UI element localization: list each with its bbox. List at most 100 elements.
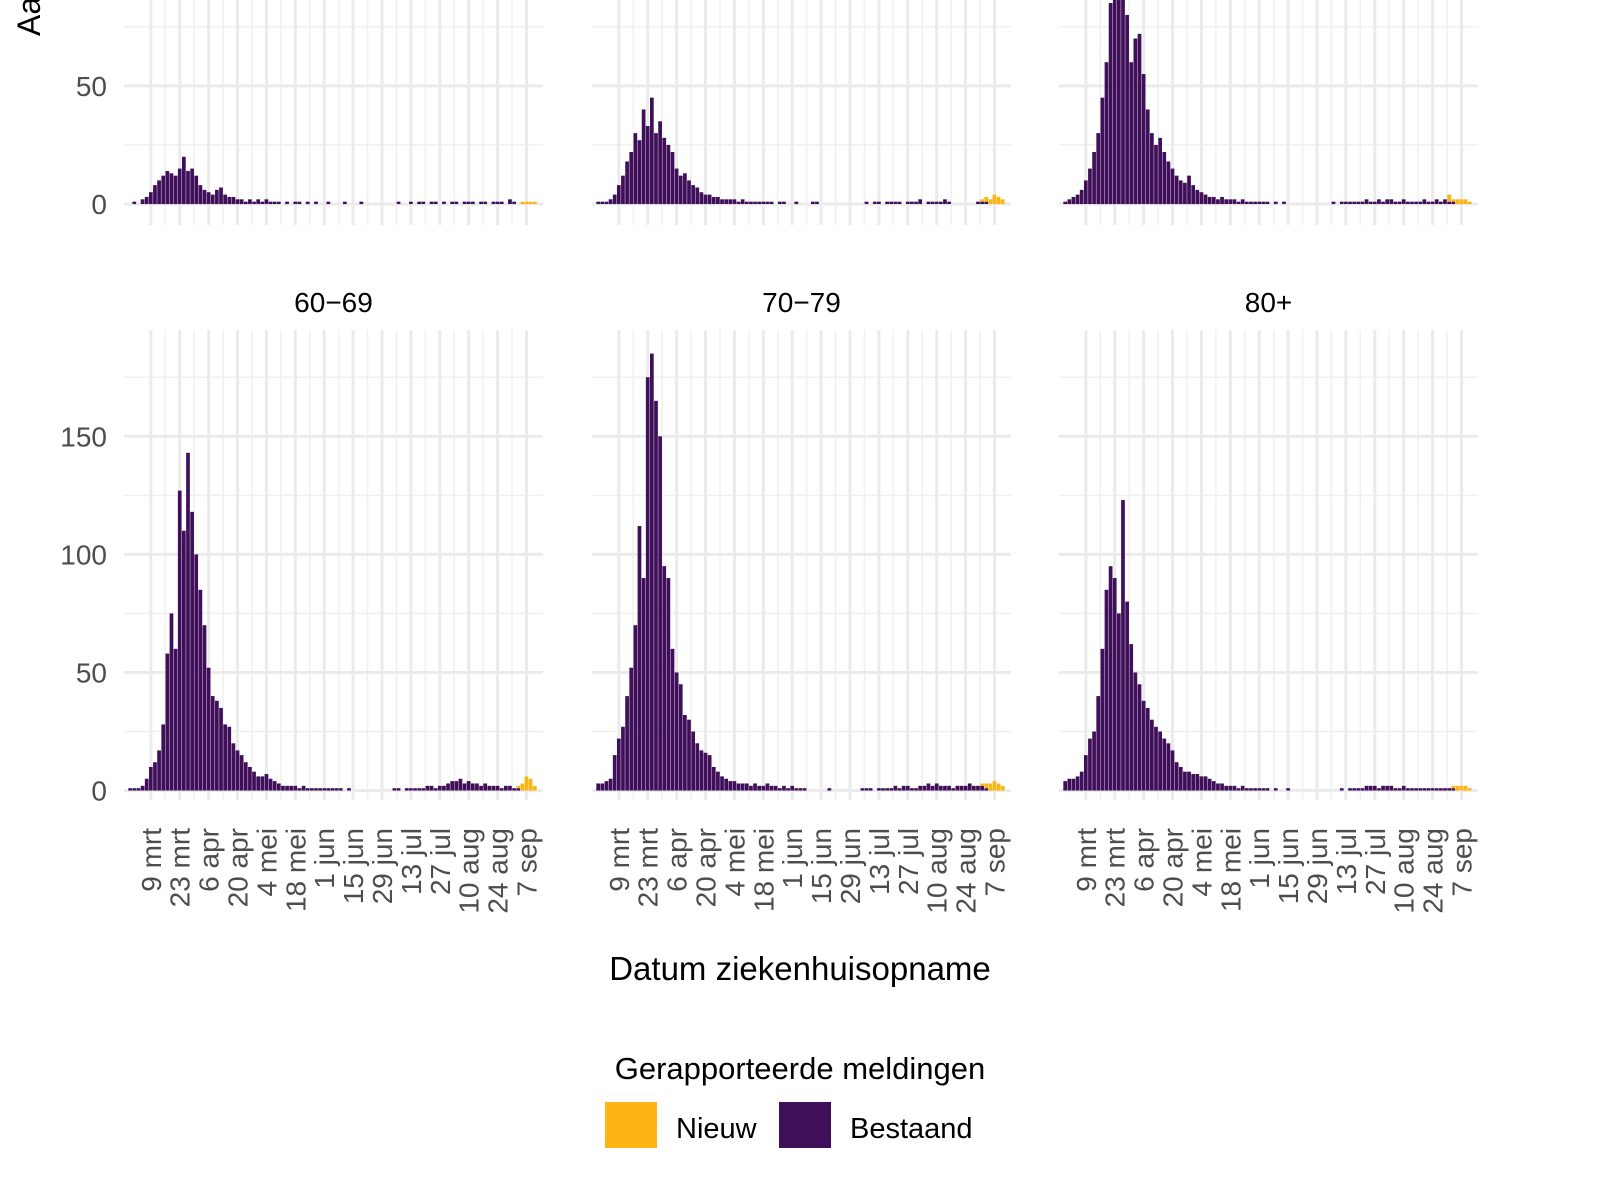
bar bbox=[206, 192, 211, 205]
bar bbox=[528, 201, 533, 205]
bar bbox=[1418, 788, 1423, 791]
panel-title: 60−69 bbox=[294, 287, 373, 318]
bar bbox=[1257, 201, 1262, 205]
bar bbox=[512, 788, 516, 791]
bar bbox=[1071, 196, 1076, 205]
bar bbox=[716, 771, 720, 791]
bar bbox=[442, 785, 446, 791]
bar bbox=[934, 783, 939, 791]
bar bbox=[769, 201, 774, 205]
bar bbox=[1067, 199, 1072, 205]
bar bbox=[893, 201, 898, 205]
bar bbox=[161, 175, 166, 205]
bar bbox=[695, 187, 700, 205]
bar bbox=[732, 781, 737, 791]
bar bbox=[971, 785, 976, 791]
y-tick-label: 50 bbox=[76, 71, 107, 102]
bar bbox=[1393, 788, 1398, 791]
bar bbox=[186, 452, 190, 791]
bar bbox=[707, 194, 712, 205]
y-tick-label: 0 bbox=[91, 189, 107, 220]
bar bbox=[1249, 201, 1253, 205]
bar bbox=[1063, 781, 1068, 791]
bar bbox=[219, 707, 223, 791]
bar bbox=[1228, 785, 1233, 791]
bar bbox=[649, 97, 654, 205]
bar bbox=[190, 168, 194, 205]
bar bbox=[1261, 788, 1266, 791]
bar bbox=[132, 201, 137, 205]
bar bbox=[235, 199, 240, 205]
bar bbox=[140, 785, 145, 791]
bar bbox=[206, 667, 211, 791]
bar bbox=[276, 783, 281, 791]
bar bbox=[1228, 199, 1233, 205]
bar bbox=[169, 613, 174, 791]
x-tick-label: 1 jun bbox=[309, 828, 340, 889]
bar bbox=[616, 738, 621, 791]
bar bbox=[1434, 199, 1439, 205]
bar bbox=[703, 752, 708, 791]
bar bbox=[293, 201, 298, 205]
bar bbox=[1166, 161, 1171, 205]
bar bbox=[757, 201, 762, 205]
bar bbox=[433, 201, 438, 205]
bar bbox=[1207, 196, 1212, 205]
bar bbox=[901, 785, 906, 791]
bar bbox=[1112, 577, 1117, 791]
bar bbox=[442, 201, 446, 205]
bar bbox=[1129, 644, 1134, 791]
bar bbox=[753, 201, 757, 205]
bar bbox=[951, 788, 956, 791]
x-tick-label: 4 mei bbox=[719, 828, 750, 896]
bar bbox=[1083, 755, 1088, 791]
bar bbox=[612, 755, 617, 791]
bar bbox=[1368, 201, 1373, 205]
bar bbox=[1401, 199, 1406, 205]
bar bbox=[744, 201, 749, 205]
bar bbox=[1265, 788, 1270, 791]
x-tick-label: 27 jul bbox=[425, 828, 456, 895]
bar bbox=[625, 696, 629, 791]
bar bbox=[596, 201, 601, 205]
bar bbox=[1467, 201, 1472, 205]
bar bbox=[322, 788, 327, 791]
bar bbox=[314, 201, 318, 205]
bar bbox=[1220, 196, 1224, 205]
x-tick-label: 6 apr bbox=[662, 828, 693, 892]
bar bbox=[1220, 783, 1224, 791]
bar bbox=[1389, 785, 1394, 791]
bar bbox=[864, 788, 869, 791]
bar bbox=[235, 750, 240, 791]
bar bbox=[910, 201, 914, 205]
bar bbox=[728, 199, 733, 205]
x-tick-label: 13 jul bbox=[1331, 828, 1362, 895]
bar bbox=[1364, 785, 1369, 791]
bar bbox=[248, 766, 252, 791]
bar bbox=[256, 776, 261, 791]
bar bbox=[1253, 788, 1257, 791]
bar bbox=[1162, 738, 1167, 791]
bar bbox=[223, 724, 227, 791]
bar bbox=[1207, 778, 1212, 791]
bar bbox=[1360, 788, 1365, 791]
bar bbox=[802, 788, 807, 791]
bar bbox=[260, 201, 265, 205]
bar bbox=[976, 785, 980, 791]
x-tick-label: 7 sep bbox=[1446, 828, 1477, 897]
x-tick-label: 24 aug bbox=[1418, 828, 1449, 914]
bar bbox=[1133, 38, 1138, 205]
x-tick-label: 23 mrt bbox=[1100, 828, 1131, 908]
bar bbox=[877, 201, 881, 205]
bar bbox=[749, 785, 753, 791]
bar bbox=[1191, 774, 1196, 791]
x-tick-label: 20 apr bbox=[223, 828, 254, 907]
bar bbox=[765, 783, 770, 791]
bar bbox=[285, 201, 289, 205]
bar bbox=[1385, 785, 1390, 791]
bar bbox=[264, 199, 269, 205]
bar bbox=[285, 785, 289, 791]
bar bbox=[1447, 194, 1451, 202]
bar bbox=[153, 762, 157, 791]
bar bbox=[454, 201, 459, 205]
